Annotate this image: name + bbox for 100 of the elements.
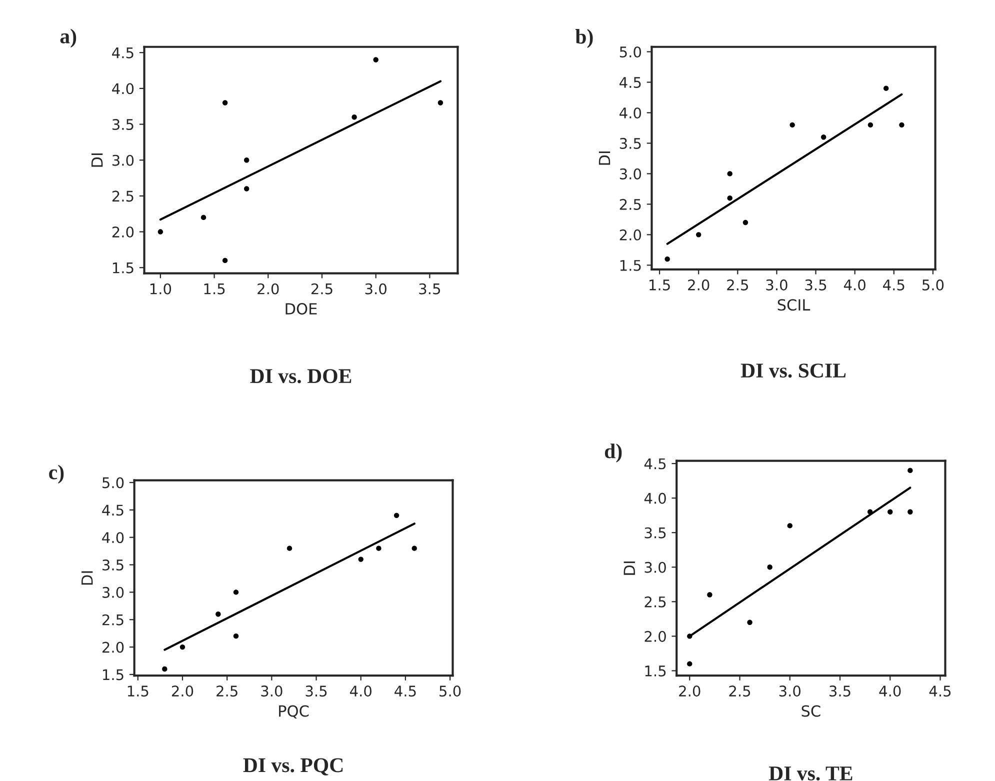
point: [790, 122, 795, 128]
y-tick-label: 3.5: [112, 118, 134, 130]
point: [908, 468, 913, 474]
text: b): [575, 29, 593, 48]
point: [180, 644, 186, 650]
point: [696, 232, 702, 238]
point: [412, 546, 417, 551]
x-tick-label: 3.5: [830, 686, 850, 697]
point: [158, 229, 164, 234]
y-tick-label: 3.0: [620, 168, 642, 180]
y-tick-label: 5.0: [620, 46, 642, 58]
point: [883, 86, 889, 91]
point: [376, 546, 382, 551]
text: DI vs. TE: [768, 766, 852, 781]
point: [233, 590, 239, 595]
point: [727, 195, 732, 201]
y-tick-label: 4.0: [102, 532, 124, 544]
x-tick-label: 4.5: [929, 686, 951, 697]
point: [216, 612, 221, 617]
point: [162, 666, 168, 672]
x-tick-label: 2.5: [727, 279, 748, 290]
y-tick-label: 1.5: [112, 262, 134, 274]
point: [787, 523, 792, 528]
x-tick-label: 2.5: [729, 686, 750, 697]
point: [352, 114, 357, 120]
y-tick-label: 4.5: [112, 48, 134, 58]
x-tick-label: 3.5: [306, 686, 327, 697]
y-tick-label: 3.5: [102, 559, 124, 571]
y-tick-label: 3.0: [112, 154, 134, 166]
point: [888, 509, 893, 514]
x-tick-label: 1.5: [128, 686, 148, 697]
x-tick-label: 2.0: [258, 283, 279, 294]
point: [707, 592, 712, 598]
text: a): [60, 28, 76, 48]
x-tick-label: 3.0: [779, 686, 800, 697]
point: [747, 620, 752, 625]
y-tick-label: 4.0: [644, 492, 666, 504]
y-tick-label: 2.0: [644, 630, 666, 642]
x-axis-title: DOE: [286, 303, 317, 315]
y-tick-label: 4.5: [644, 458, 666, 470]
point: [222, 100, 228, 106]
y-tick-label: 5.0: [102, 477, 124, 488]
x-tick-label: 3.5: [419, 283, 440, 294]
point: [286, 546, 292, 551]
x-tick-label: 4.0: [350, 686, 372, 697]
point: [899, 122, 904, 128]
x-tick-label: 3.0: [261, 686, 282, 697]
y-tick-label: 1.5: [645, 666, 666, 676]
y-tick-label: 2.0: [102, 642, 124, 653]
y-tick-label: 2.0: [620, 229, 642, 240]
y-tick-label: 3.0: [644, 562, 666, 573]
point: [742, 220, 748, 226]
x-tick-label: 4.0: [844, 279, 866, 290]
point: [664, 256, 670, 262]
x-tick-label: 2.0: [688, 279, 710, 290]
y-tick-label: 4.5: [102, 504, 124, 516]
y-tick-label: 1.5: [620, 260, 641, 271]
point: [687, 661, 692, 666]
point: [868, 122, 874, 128]
x-tick-label: 2.0: [679, 686, 700, 697]
y-tick-label: 2.5: [112, 190, 134, 202]
point: [438, 100, 444, 106]
y-tick-label: 3.5: [644, 527, 666, 538]
point: [244, 186, 250, 192]
point: [244, 158, 250, 163]
y-tick-label: 3.0: [102, 586, 124, 598]
x-axis-title: SC: [802, 705, 820, 717]
point: [233, 633, 239, 639]
x-tick-label: 3.0: [365, 283, 386, 294]
x-tick-label: 1.5: [204, 284, 225, 294]
point: [373, 57, 378, 62]
text: DI vs. PQC: [243, 758, 343, 776]
y-tick-label: 4.5: [620, 77, 641, 88]
x-tick-label: 4.5: [394, 686, 416, 697]
point: [358, 556, 364, 562]
x-tick-label: 2.5: [216, 686, 238, 697]
x-tick-label: 3.0: [766, 279, 788, 290]
y-tick-label: 2.5: [102, 614, 124, 626]
point: [767, 564, 772, 570]
x-tick-label: 2.5: [311, 283, 332, 294]
x-tick-label: 4.5: [883, 280, 904, 290]
point: [394, 512, 400, 518]
x-axis-title: PQC: [279, 705, 309, 719]
y-tick-label: 4.0: [620, 107, 642, 118]
y-tick-label: 4.0: [112, 83, 134, 94]
point: [200, 214, 206, 220]
text: c): [49, 464, 64, 484]
y-axis-title: DI: [91, 153, 103, 167]
text: DI vs. SCIL: [740, 364, 846, 378]
x-axis-title: SCIL: [778, 299, 810, 311]
x-tick-label: 4.0: [879, 686, 901, 697]
y-tick-label: 2.0: [112, 226, 134, 238]
x-tick-label: 5.0: [440, 686, 461, 697]
text: DI vs. DOE: [250, 369, 352, 384]
y-tick-label: 1.5: [103, 669, 124, 680]
y-axis-title: DI: [82, 571, 93, 585]
y-tick-label: 2.5: [644, 596, 666, 608]
text: d): [604, 444, 622, 462]
x-tick-label: 2.0: [172, 686, 194, 697]
y-tick-label: 2.5: [620, 198, 641, 210]
